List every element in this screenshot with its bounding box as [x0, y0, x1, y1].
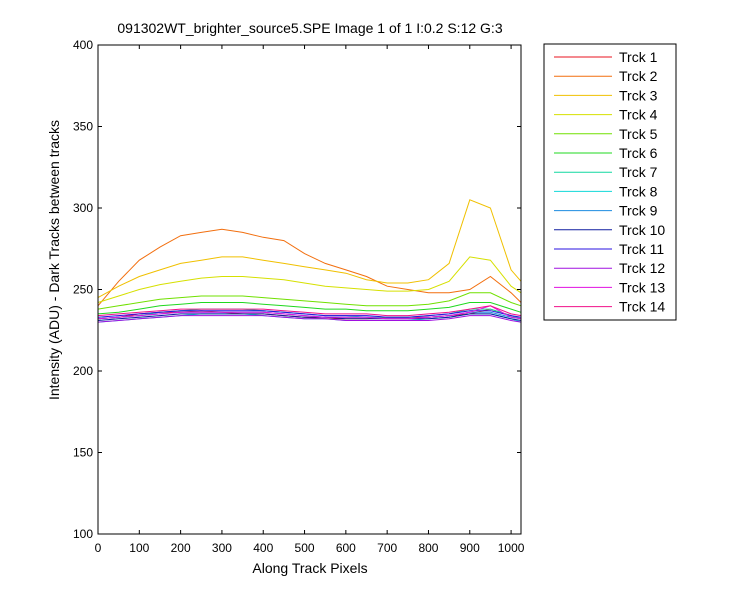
series-layer [97, 199, 522, 323]
series-line-trck-11 [97, 310, 522, 318]
x-axis: 0 100 200 300 400 500 600 700 800 900 1000 [95, 45, 525, 555]
x-tick-label: 700 [377, 541, 397, 555]
legend-label-trck-8: Trck 8 [619, 183, 658, 199]
x-axis-label: Along Track Pixels [252, 560, 367, 576]
y-tick-label: 150 [73, 446, 93, 460]
series-line-trck-10 [97, 313, 522, 321]
series-line-trck-3 [97, 199, 522, 299]
x-tick-label: 800 [418, 541, 438, 555]
x-tick-label: 600 [336, 541, 356, 555]
x-tick-label: 0 [95, 541, 102, 555]
legend-label-trck-12: Trck 12 [619, 260, 665, 276]
legend: Trck 1 Trck 2 Trck 3 Trck 4 Trck 5 Trck 6 Trck… [543, 43, 677, 321]
plot-frame [97, 44, 522, 535]
legend-label-trck-5: Trck 5 [619, 126, 658, 142]
legend-label-trck-4: Trck 4 [619, 107, 658, 123]
x-tick-label: 100 [129, 541, 149, 555]
legend-label-trck-11: Trck 11 [619, 241, 664, 257]
series-line-trck-6 [97, 302, 522, 315]
legend-label-trck-10: Trck 10 [619, 222, 665, 238]
x-tick-label: 400 [253, 541, 273, 555]
y-tick-label: 100 [73, 527, 93, 541]
y-axis-label: Intensity (ADU) - Dark Tracks between tr… [46, 120, 62, 400]
legend-label-trck-1: Trck 1 [619, 49, 658, 65]
legend-label-trck-14: Trck 14 [619, 299, 665, 315]
x-tick-label: 900 [460, 541, 480, 555]
series-line-trck-5 [97, 292, 522, 310]
y-axis: 100 150 200 250 300 350 400 [73, 38, 521, 541]
y-tick-label: 300 [73, 201, 93, 215]
x-tick-label: 1000 [498, 541, 525, 555]
series-line-trck-4 [97, 256, 522, 303]
y-tick-label: 400 [73, 38, 93, 52]
y-tick-label: 200 [73, 364, 93, 378]
chart-title: 091302WT_brighter_source5.SPE Image 1 of… [117, 20, 502, 36]
legend-label-trck-7: Trck 7 [619, 164, 658, 180]
series-line-trck-14 [97, 305, 522, 317]
legend-label-trck-13: Trck 13 [619, 279, 665, 295]
legend-label-trck-9: Trck 9 [619, 203, 658, 219]
series-line-trck-12 [97, 315, 522, 323]
series-line-trck-2 [97, 228, 522, 307]
legend-box [543, 43, 677, 321]
x-tick-label: 500 [295, 541, 315, 555]
legend-label-trck-3: Trck 3 [619, 87, 658, 103]
x-tick-label: 200 [171, 541, 191, 555]
legend-label-trck-6: Trck 6 [619, 145, 658, 161]
series-line-trck-13 [97, 305, 522, 320]
series-line-trck-1 [97, 308, 522, 320]
y-tick-label: 350 [73, 120, 93, 134]
legend-items: Trck 1 Trck 2 Trck 3 Trck 4 Trck 5 Trck 6 Trck… [554, 49, 665, 315]
legend-label-trck-2: Trck 2 [619, 68, 658, 84]
y-tick-label: 250 [73, 283, 93, 297]
x-tick-label: 300 [212, 541, 232, 555]
